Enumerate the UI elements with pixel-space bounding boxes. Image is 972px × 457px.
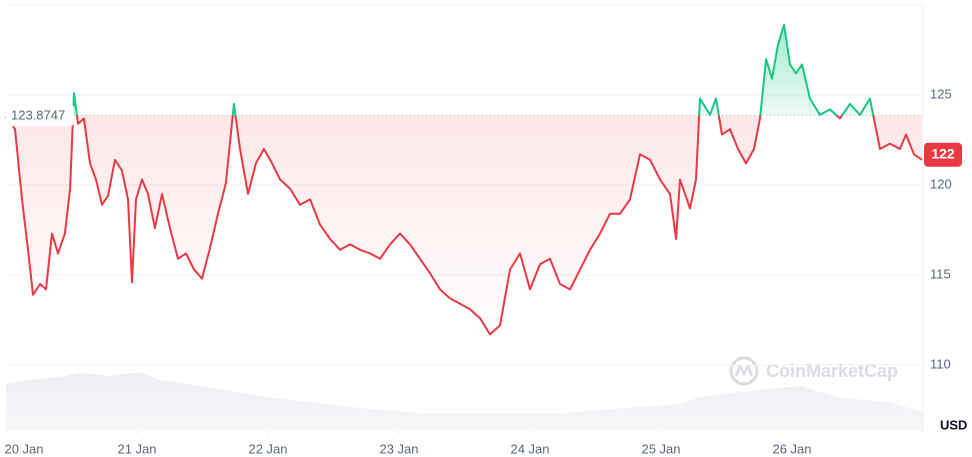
price-line (5, 23, 923, 336)
watermark-text: CoinMarketCap (766, 361, 898, 381)
y-tick-label: 120 (930, 176, 952, 191)
x-tick-label: 26 Jan (772, 441, 811, 456)
x-tick-label: 25 Jan (641, 441, 680, 456)
y-axis-label: USD (940, 417, 967, 432)
x-tick-label: 20 Jan (4, 441, 43, 456)
current-price-label: 122 (931, 146, 955, 162)
baseline-label: 123.8747 (11, 108, 65, 123)
x-tick-label: 22 Jan (248, 441, 287, 456)
y-tick-label: 125 (930, 86, 952, 101)
x-tick-label: 21 Jan (117, 441, 156, 456)
x-tick-label: 24 Jan (510, 441, 549, 456)
area-fill-below (6, 115, 922, 335)
watermark: CoinMarketCap (729, 356, 898, 386)
current-price-bg (924, 142, 962, 167)
x-tick-label: 23 Jan (379, 441, 418, 456)
baseline-label-bg (6, 104, 74, 127)
y-tick-label: 110 (930, 356, 951, 371)
volume-area (6, 372, 923, 431)
y-tick-label: 115 (930, 266, 951, 281)
